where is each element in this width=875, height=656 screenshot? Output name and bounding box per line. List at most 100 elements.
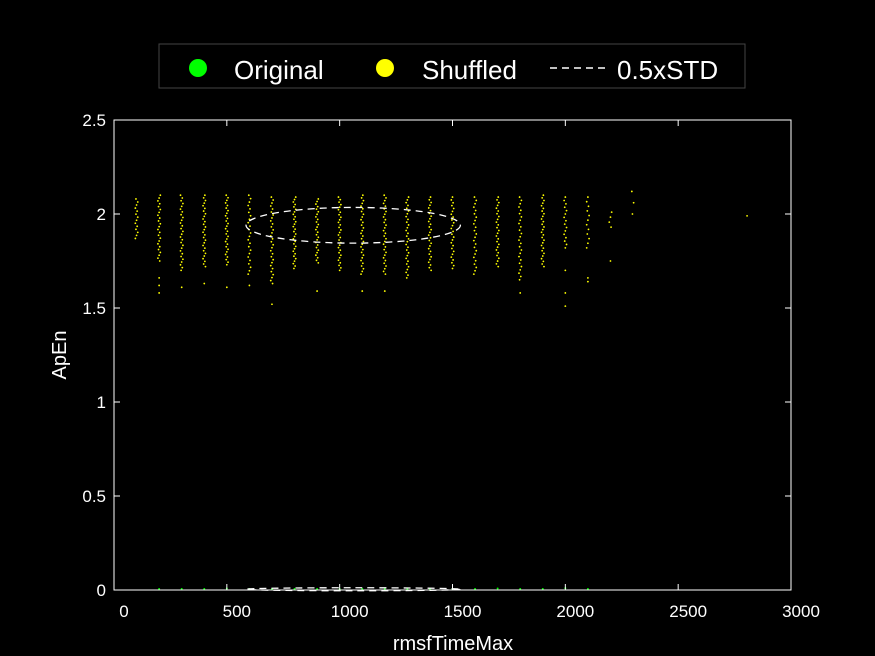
legend-original-marker xyxy=(189,59,207,77)
shuffled-point xyxy=(339,254,342,257)
shuffled-point xyxy=(452,221,455,224)
shuffled-point xyxy=(202,249,205,252)
shuffled-point xyxy=(496,198,498,201)
shuffled-point xyxy=(542,247,545,250)
x-tick-label: 2500 xyxy=(669,602,707,621)
shuffled-point xyxy=(292,262,295,265)
legend-std-label: 0.5xSTD xyxy=(617,55,718,85)
shuffled-point xyxy=(587,277,589,279)
axes: 0 500 1000 1500 2000 2500 3000 0 0.5 1 1.5 2 2.5 xyxy=(82,111,820,621)
shuffled-point xyxy=(586,210,589,212)
shuffled-point xyxy=(202,223,205,226)
shuffled-point xyxy=(542,260,545,263)
shuffled-point xyxy=(204,265,207,268)
shuffled-point xyxy=(136,210,139,213)
shuffled-point xyxy=(360,205,362,207)
shuffled-point xyxy=(383,248,386,251)
shuffled-point xyxy=(293,230,295,233)
shuffled-point xyxy=(294,252,297,255)
shuffled-point xyxy=(249,249,252,252)
shuffled-point xyxy=(472,273,475,276)
shuffled-point xyxy=(382,256,385,259)
shuffled-point xyxy=(315,221,318,223)
shuffled-point xyxy=(339,216,342,219)
shuffled-point xyxy=(452,250,455,253)
x-tick-label: 0 xyxy=(119,602,128,621)
shuffled-point xyxy=(564,292,567,294)
shuffled-point xyxy=(564,246,567,249)
shuffled-point xyxy=(360,218,362,221)
shuffled-point xyxy=(271,231,273,234)
shuffled-point xyxy=(495,262,498,265)
shuffled-point xyxy=(565,219,567,222)
shuffled-point xyxy=(315,233,318,236)
shuffled-point xyxy=(384,232,387,235)
shuffled-point xyxy=(294,228,297,231)
shuffled-point xyxy=(159,251,162,254)
shuffled-point xyxy=(225,212,228,215)
shuffled-point xyxy=(249,214,252,217)
shuffled-point xyxy=(317,261,320,264)
shuffled-point xyxy=(269,220,272,222)
shuffled-point xyxy=(294,196,297,198)
shuffled-point xyxy=(385,197,387,199)
shuffled-point xyxy=(271,237,274,240)
shuffled-point xyxy=(337,196,340,198)
shuffled-point xyxy=(540,257,543,260)
shuffled-point xyxy=(203,260,206,263)
shuffled-point xyxy=(248,284,251,287)
shuffled-point xyxy=(407,265,410,268)
shuffled-point xyxy=(180,247,183,250)
shuffled-point xyxy=(497,243,500,246)
shuffled-point xyxy=(452,264,455,267)
shuffled-point xyxy=(293,218,295,221)
shuffled-point xyxy=(451,204,453,207)
shuffled-point xyxy=(339,266,342,269)
shuffled-point xyxy=(293,260,296,263)
shuffled-point xyxy=(451,196,454,198)
shuffled-point xyxy=(520,249,523,251)
shuffled-point xyxy=(585,246,588,249)
shuffled-point xyxy=(518,196,521,198)
shuffled-point xyxy=(136,225,139,228)
shuffled-point xyxy=(158,292,161,294)
shuffled-point xyxy=(407,237,410,240)
shuffled-point xyxy=(362,199,365,202)
shuffled-point xyxy=(497,265,500,268)
shuffled-point xyxy=(225,250,228,253)
shuffled-point xyxy=(405,277,408,279)
shuffled-point xyxy=(475,233,478,235)
shuffled-point xyxy=(497,257,500,260)
shuffled-point xyxy=(158,245,161,248)
shuffled-point xyxy=(361,221,364,224)
legend-box xyxy=(158,43,746,89)
shuffled-point xyxy=(224,214,227,217)
shuffled-point xyxy=(247,245,250,248)
shuffled-point xyxy=(450,241,453,244)
shuffled-point xyxy=(202,263,205,265)
shuffled-point xyxy=(541,249,544,252)
shuffled-point xyxy=(450,199,453,201)
shuffled-point xyxy=(383,267,386,270)
shuffled-point xyxy=(134,237,137,240)
shuffled-point xyxy=(518,239,520,241)
shuffled-point xyxy=(542,194,545,197)
shuffled-point xyxy=(269,279,272,282)
shuffled-point xyxy=(429,245,431,247)
shuffled-point xyxy=(316,238,318,241)
shuffled-point xyxy=(249,259,251,262)
shuffled-point xyxy=(294,257,297,260)
shuffled-point xyxy=(430,242,433,245)
shuffled-point xyxy=(247,204,250,207)
shuffled-point xyxy=(541,215,544,218)
shuffled-point xyxy=(181,252,184,255)
shuffled-point xyxy=(248,269,251,272)
shuffled-point xyxy=(518,245,521,248)
shuffled-point xyxy=(360,237,363,240)
shuffled-point xyxy=(272,228,275,231)
shuffled-point xyxy=(203,207,206,210)
shuffled-point xyxy=(543,239,545,242)
shuffled-point xyxy=(136,231,139,234)
shuffled-point xyxy=(565,226,568,229)
